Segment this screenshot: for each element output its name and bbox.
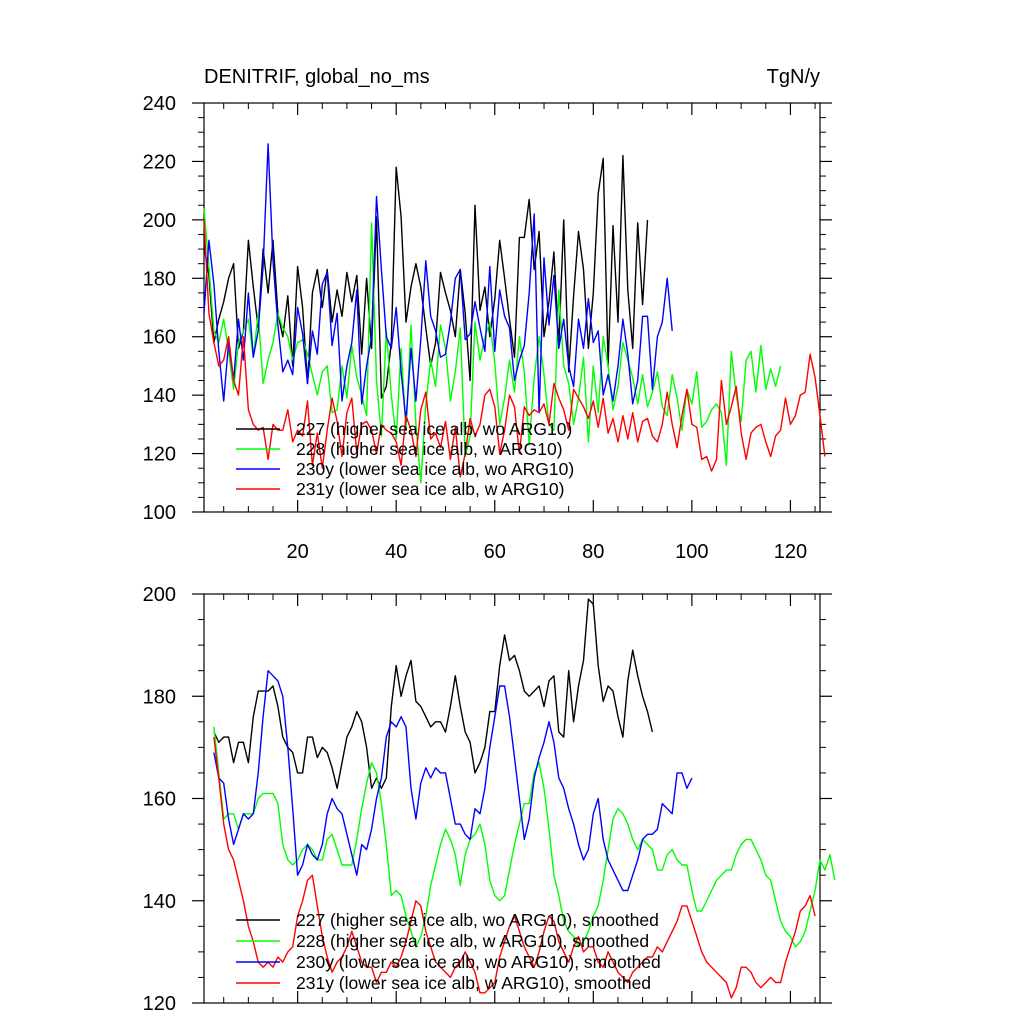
bottom-legend-label-2: 230y (lower sea ice alb, wo ARG10), smoo… xyxy=(296,952,661,972)
top-ytick-label: 140 xyxy=(143,385,176,407)
top-ytick-label: 220 xyxy=(143,151,176,173)
top-ytick-label: 120 xyxy=(143,444,176,466)
top-ytick-label: 160 xyxy=(143,327,176,349)
top-xtick-label: 100 xyxy=(675,541,708,563)
top-series-line-3 xyxy=(203,219,826,478)
top-panel: DENITRIF, global_no_ms TgN/y 100 120 140 16… xyxy=(143,66,832,563)
top-ytick-label: 240 xyxy=(143,93,176,115)
bottom-ytick-label: 200 xyxy=(143,584,176,606)
top-ytick-label: 180 xyxy=(143,268,176,290)
bottom-legend-label-0: 227 (higher sea ice alb, wo ARG10), smoo… xyxy=(296,910,659,930)
top-panel-title: DENITRIF, global_no_ms xyxy=(204,66,430,88)
top-panel-units: TgN/y xyxy=(767,66,820,88)
bottom-legend-label-1: 228 (higher sea ice alb, w ARG10), smoot… xyxy=(296,931,649,951)
bottom-panel-series xyxy=(213,598,836,999)
top-legend-label-0: 227 (higher sea ice alb, wo ARG10) xyxy=(296,419,572,439)
top-panel-series xyxy=(203,143,826,484)
top-xtick-label: 60 xyxy=(484,541,506,563)
top-ytick-label: 100 xyxy=(143,502,176,524)
bottom-legend-label-3: 231y (lower sea ice alb, w ARG10), smoot… xyxy=(296,973,651,993)
bottom-panel-legend: 227 (higher sea ice alb, wo ARG10), smoo… xyxy=(236,910,661,993)
top-legend-label-1: 228 (higher sea ice alb, w ARG10) xyxy=(296,439,563,459)
bottom-series-line-3 xyxy=(213,737,816,999)
top-legend-label-3: 231y (lower sea ice alb, w ARG10) xyxy=(296,479,564,499)
top-series-line-1 xyxy=(203,208,782,484)
bottom-panel: 120 140 160 180 200 227 (higher sea ice alb,… xyxy=(143,584,836,1015)
top-xtick-label: 120 xyxy=(774,541,807,563)
bottom-ytick-label: 180 xyxy=(143,686,176,708)
top-xtick-label: 20 xyxy=(287,541,309,563)
bottom-ytick-label: 160 xyxy=(143,789,176,811)
bottom-series-line-2 xyxy=(213,670,693,892)
bottom-ytick-label: 120 xyxy=(143,993,176,1015)
top-panel-axes: 100 120 140 160 180 200 220 240 20 40 60 80 100 120 xyxy=(143,93,832,563)
top-legend-label-2: 230y (lower sea ice alb, wo ARG10) xyxy=(296,459,574,479)
top-ytick-label: 200 xyxy=(143,210,176,232)
bottom-ytick-label: 140 xyxy=(143,891,176,913)
top-series-line-2 xyxy=(203,143,673,423)
top-panel-legend: 227 (higher sea ice alb, wo ARG10)228 (h… xyxy=(236,419,574,499)
top-xtick-label: 80 xyxy=(582,541,604,563)
bottom-panel-axes: 120 140 160 180 200 xyxy=(143,584,832,1015)
top-xtick-label: 40 xyxy=(385,541,407,563)
